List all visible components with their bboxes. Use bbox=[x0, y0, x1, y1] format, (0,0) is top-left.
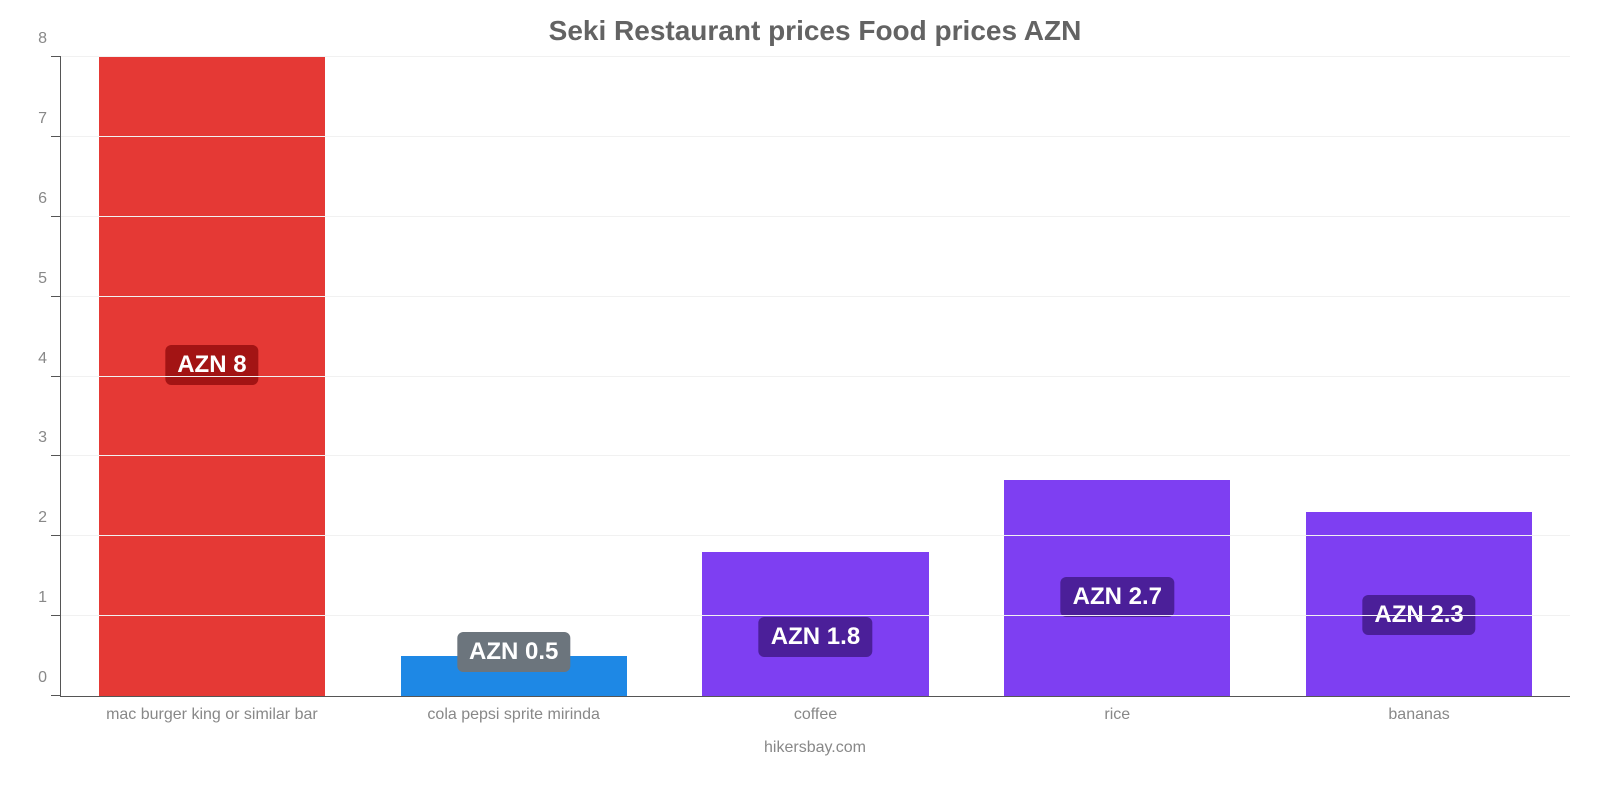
bar: AZN 2.3 bbox=[1306, 512, 1532, 696]
y-axis-tick bbox=[51, 136, 61, 137]
chart-title: Seki Restaurant prices Food prices AZN bbox=[60, 15, 1570, 47]
y-axis-tick bbox=[51, 455, 61, 456]
y-axis-label: 1 bbox=[38, 589, 61, 607]
y-axis-label: 7 bbox=[38, 110, 61, 128]
grid-line bbox=[61, 296, 1570, 297]
y-axis-tick bbox=[51, 695, 61, 696]
y-axis-label: 3 bbox=[38, 429, 61, 447]
y-axis-label: 6 bbox=[38, 190, 61, 208]
y-axis-label: 2 bbox=[38, 509, 61, 527]
y-axis-label: 5 bbox=[38, 270, 61, 288]
chart-container: Seki Restaurant prices Food prices AZN A… bbox=[0, 0, 1600, 800]
y-axis-label: 4 bbox=[38, 350, 61, 368]
grid-line bbox=[61, 455, 1570, 456]
bar: AZN 2.7 bbox=[1004, 480, 1230, 696]
x-axis-label: mac burger king or similar bar bbox=[106, 696, 318, 724]
chart-bars: AZN 8 AZN 0.5 AZN 1.8 AZN 2.7 AZN 2.3 bbox=[61, 57, 1570, 696]
bar: AZN 1.8 bbox=[702, 552, 928, 696]
chart-attribution: hikersbay.com bbox=[60, 739, 1570, 757]
y-axis-tick bbox=[51, 56, 61, 57]
grid-line bbox=[61, 615, 1570, 616]
x-axis-label: coffee bbox=[794, 696, 837, 724]
grid-line bbox=[61, 535, 1570, 536]
grid-line bbox=[61, 136, 1570, 137]
x-axis-label: bananas bbox=[1388, 696, 1449, 724]
bar: AZN 8 bbox=[99, 57, 325, 696]
bar: AZN 0.5 bbox=[401, 656, 627, 696]
y-axis-tick bbox=[51, 216, 61, 217]
y-axis-tick bbox=[51, 535, 61, 536]
chart-plot-area: AZN 8AZN 0.5AZN 1.8AZN 2.7AZN 2.3 012345… bbox=[60, 57, 1570, 697]
bar-value-badge: AZN 2.7 bbox=[1061, 577, 1174, 617]
y-axis-label: 0 bbox=[38, 669, 61, 687]
grid-line bbox=[61, 216, 1570, 217]
bar-value-badge: AZN 1.8 bbox=[759, 617, 872, 657]
grid-line bbox=[61, 376, 1570, 377]
y-axis-label: 8 bbox=[38, 30, 61, 48]
grid-line bbox=[61, 56, 1570, 57]
y-axis-tick bbox=[51, 296, 61, 297]
bar-value-badge: AZN 0.5 bbox=[457, 632, 570, 672]
bar-value-badge: AZN 8 bbox=[165, 345, 258, 385]
y-axis-tick bbox=[51, 615, 61, 616]
x-axis-label: cola pepsi sprite mirinda bbox=[427, 696, 600, 724]
x-axis-label: rice bbox=[1104, 696, 1130, 724]
y-axis-tick bbox=[51, 376, 61, 377]
